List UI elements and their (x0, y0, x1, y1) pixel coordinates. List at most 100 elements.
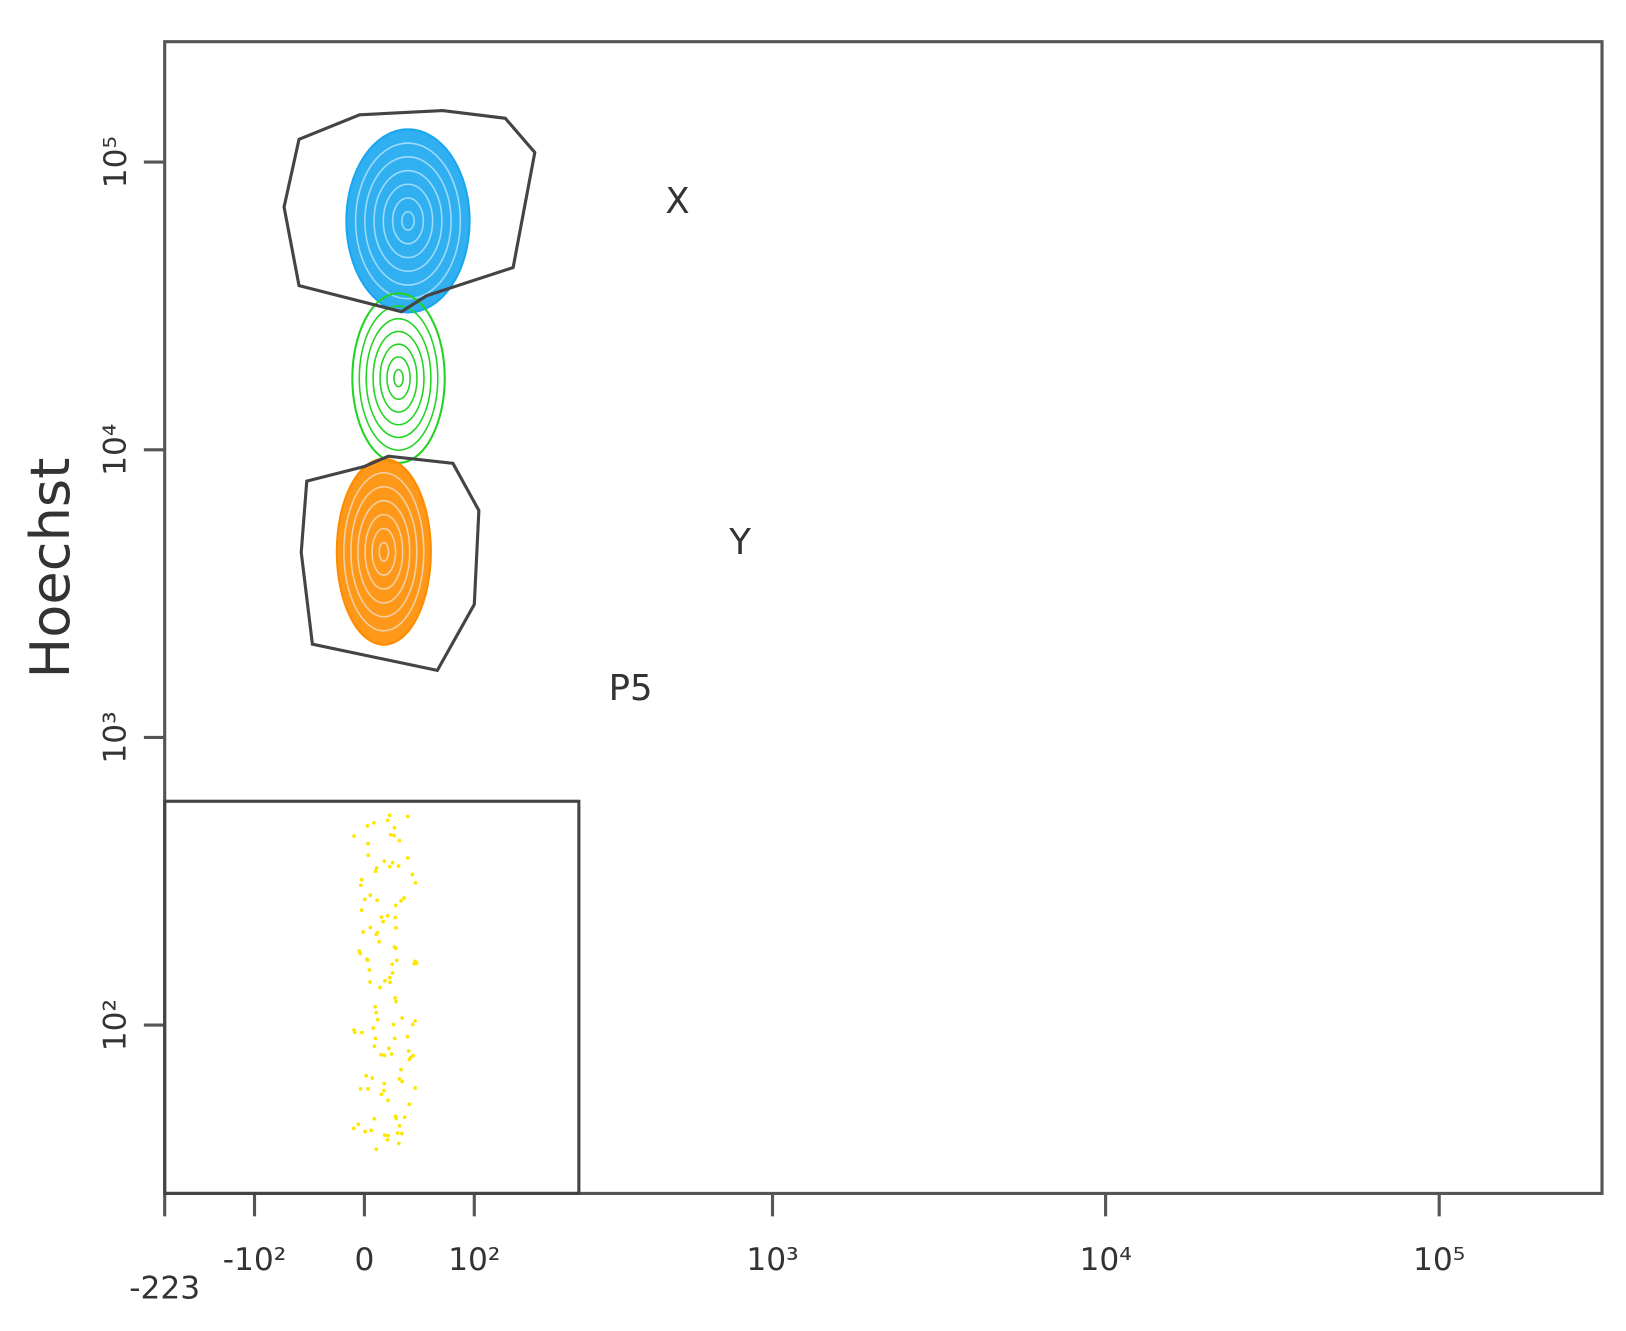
contour (378, 541, 390, 562)
contour (374, 1147, 379, 1152)
contour (372, 1116, 377, 1121)
contour (385, 913, 390, 918)
contour (399, 1067, 403, 1072)
contour (405, 1034, 410, 1039)
contour (386, 1133, 391, 1138)
x-tick-label: 10² (448, 1242, 500, 1278)
contour (382, 1088, 386, 1093)
contour (406, 856, 410, 860)
contour (374, 866, 379, 870)
contour (382, 1133, 387, 1137)
contour (407, 1102, 412, 1107)
contour (370, 1076, 375, 1080)
contour (381, 919, 386, 924)
y-tick-label: 10² (98, 999, 134, 1051)
contour (375, 1017, 380, 1022)
contour (373, 869, 378, 874)
contour (385, 1137, 390, 1142)
contour (364, 1073, 369, 1078)
contour (375, 930, 380, 935)
contour (387, 813, 392, 818)
contour (411, 1053, 415, 1058)
contour (373, 169, 443, 273)
contour (392, 1036, 397, 1041)
contour (387, 864, 392, 869)
contour (410, 872, 415, 877)
population (351, 292, 446, 464)
contour (386, 1098, 390, 1103)
contour (382, 859, 387, 864)
population (335, 457, 432, 646)
population (351, 813, 419, 1152)
contour (400, 1131, 404, 1136)
contour (390, 962, 395, 967)
contour (360, 1030, 364, 1035)
contour (382, 183, 434, 259)
contour (394, 926, 398, 930)
contour (402, 896, 406, 900)
contour (393, 996, 397, 1000)
contour (402, 1115, 407, 1120)
contour (377, 939, 381, 944)
contour (400, 1016, 405, 1020)
contour (368, 893, 373, 897)
contour (357, 499, 411, 604)
contour (390, 860, 395, 865)
y-tick-label: 10⁴ (98, 424, 134, 476)
population (345, 128, 471, 314)
contour (366, 841, 370, 846)
contour (379, 915, 384, 920)
contour (391, 1022, 396, 1027)
x-tick-label: -223 (129, 1270, 200, 1306)
contour (393, 1114, 398, 1119)
contour (358, 305, 439, 451)
contour (392, 945, 397, 949)
x-tick-label: 10³ (746, 1242, 798, 1278)
contour (394, 958, 399, 963)
contour (397, 1123, 402, 1128)
contour (369, 1128, 374, 1133)
contour (393, 368, 404, 388)
contour (354, 142, 462, 300)
contour (350, 485, 418, 618)
contour (401, 210, 415, 231)
contour (397, 1077, 402, 1081)
contour (393, 915, 398, 920)
contour (388, 980, 392, 985)
contour (387, 975, 392, 980)
contour (361, 930, 366, 934)
x-tick-label: 0 (354, 1242, 374, 1278)
contour (383, 978, 387, 983)
x-tick-label: 10⁴ (1079, 1242, 1131, 1278)
y-axis-label: Hoechst (19, 458, 82, 679)
contour (397, 838, 402, 843)
contour (378, 985, 382, 990)
contour (382, 1053, 387, 1058)
contour (372, 330, 425, 426)
contour (379, 1052, 383, 1057)
contour (372, 821, 376, 825)
contour (405, 814, 410, 819)
contour (413, 880, 418, 885)
y-tick-label: 10³ (98, 711, 134, 763)
contour (359, 877, 364, 882)
contour (391, 197, 425, 245)
contour (358, 883, 363, 888)
contour (358, 1086, 363, 1091)
contour (371, 1026, 376, 1031)
contour (392, 825, 397, 830)
contour (356, 1122, 361, 1127)
contour (386, 356, 411, 401)
x-tick-label: 10⁵ (1413, 1242, 1465, 1278)
contour (394, 999, 398, 1004)
contour (375, 898, 379, 903)
contour (368, 980, 372, 984)
gate (282, 109, 537, 314)
contour (366, 1086, 370, 1091)
contour (382, 1081, 387, 1086)
contour (396, 864, 401, 868)
contour (372, 1044, 377, 1049)
contour (366, 853, 371, 858)
contour (362, 897, 367, 902)
